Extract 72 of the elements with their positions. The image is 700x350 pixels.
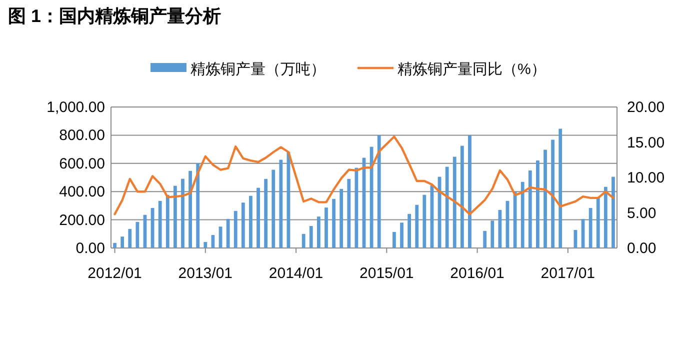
bar (604, 186, 608, 248)
bar (520, 182, 524, 248)
y2-tick-label: 20.00 (627, 99, 665, 116)
bar (468, 135, 472, 248)
bar (128, 228, 132, 248)
bar (264, 178, 268, 248)
bar (309, 226, 313, 248)
bar (249, 196, 252, 248)
y2-tick-label: 10.00 (627, 170, 665, 186)
bar (392, 232, 396, 248)
legend-label: 精炼铜产量同比（%） (398, 61, 546, 78)
bar (181, 178, 184, 248)
bar (226, 218, 230, 248)
y-tick-label: 1,000.00 (46, 99, 105, 116)
bar (498, 210, 502, 248)
bar (256, 188, 260, 248)
bar (370, 146, 374, 248)
bar (588, 208, 592, 248)
bar (415, 204, 419, 248)
bar (302, 234, 306, 248)
bar (422, 194, 426, 248)
bar (528, 170, 532, 248)
y-tick-label: 200.00 (59, 212, 105, 229)
bar (544, 150, 547, 248)
bar (536, 160, 540, 248)
bar (445, 166, 449, 248)
bar (558, 128, 562, 248)
bar (316, 216, 320, 248)
bar (354, 168, 358, 248)
bar (173, 186, 177, 248)
bar (324, 208, 328, 248)
bar (596, 198, 600, 248)
bar (377, 135, 381, 248)
bar (490, 220, 494, 248)
bar (241, 202, 245, 248)
line-series (114, 136, 614, 216)
bar (204, 242, 208, 248)
y2-tick-label: 0.00 (627, 240, 656, 257)
bar (408, 214, 412, 248)
y2-tick-label: 5.00 (627, 204, 656, 222)
bar (136, 222, 140, 248)
bar (332, 198, 336, 248)
bar (188, 170, 192, 248)
y-tick-label: 800.00 (59, 127, 105, 144)
x-tick-label: 2012/01 (88, 265, 142, 282)
bar (196, 163, 200, 248)
bar (551, 140, 555, 248)
y-tick-label: 400.00 (59, 184, 105, 201)
bar (483, 230, 487, 248)
bar (347, 178, 351, 248)
bar (452, 156, 456, 248)
x-tick-label: 2014/01 (268, 265, 324, 282)
x-tick-label: 2017/01 (540, 265, 596, 282)
bar (158, 200, 162, 248)
x-tick-label: 2016/01 (450, 265, 504, 282)
y-tick-label: 600.00 (59, 155, 105, 172)
x-tick-label: 2013/01 (178, 265, 233, 282)
bar (400, 222, 404, 248)
bar (279, 160, 283, 248)
y2-tick-label: 15.00 (627, 134, 665, 152)
bar (340, 188, 344, 248)
bar (272, 170, 276, 248)
bar (113, 242, 116, 248)
bar (460, 146, 464, 248)
bar (166, 194, 170, 248)
chart-title: 图 1：国内精炼铜产量分析 (8, 6, 222, 26)
y-tick-label: 0.00 (76, 240, 105, 257)
bar (234, 210, 238, 248)
x-tick-label: 2015/01 (360, 265, 414, 282)
bar (612, 176, 615, 248)
legend-label: 精炼铜产量（万吨） (190, 61, 326, 78)
bar (120, 236, 124, 248)
